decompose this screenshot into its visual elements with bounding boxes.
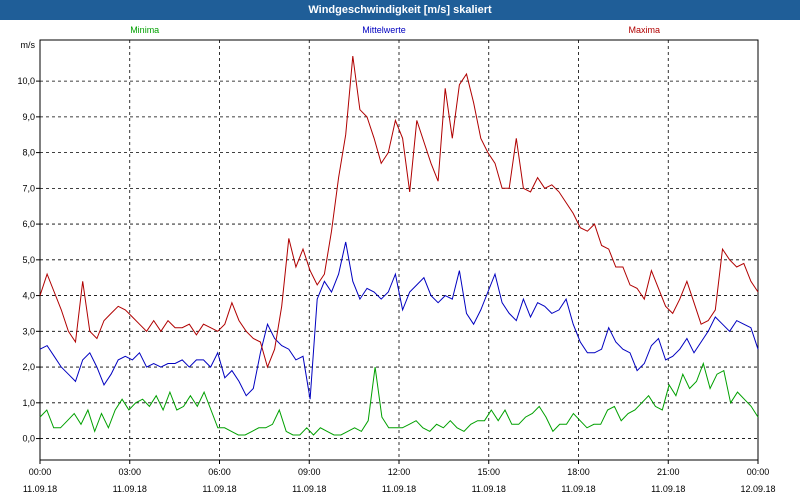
x-tick-time: 15:00 — [477, 467, 500, 477]
series-line-minima — [39, 361, 759, 436]
y-axis-label: m/s — [21, 40, 36, 50]
x-tick-time: 09:00 — [298, 467, 321, 477]
axis-labels: 0,0 1,0 2,0 3,0 4,0 5,0 6,0 7,0 8,0 9,0 10,0 m/s 00:… — [17, 25, 775, 494]
legend-minima: Minima — [130, 25, 159, 35]
chart-title: Windgeschwindigkeit [m/s] skaliert — [0, 0, 800, 20]
x-tick-time: 00:00 — [747, 467, 770, 477]
y-tick-label: 10,0 — [17, 76, 35, 86]
y-tick-label: 0,0 — [22, 434, 35, 444]
line-chart: 0,0 1,0 2,0 3,0 4,0 5,0 6,0 7,0 8,0 9,0 10,0 m/s 00:… — [17, 25, 775, 494]
y-tick-label: 7,0 — [22, 183, 35, 193]
x-tick-date: 11.09.18 — [113, 484, 147, 494]
x-tick-date: 11.09.18 — [23, 484, 57, 494]
x-tick-date: 12.09.18 — [740, 484, 775, 494]
y-tick-label: 6,0 — [22, 219, 35, 229]
x-tick-date: 11.09.18 — [561, 484, 595, 494]
y-tick-label: 1,0 — [22, 398, 35, 408]
legend-maxima: Maxima — [629, 25, 661, 35]
y-tick-label: 8,0 — [22, 148, 35, 158]
legend-mittelwerte: Mittelwerte — [362, 25, 406, 35]
y-tick-label: 3,0 — [22, 326, 35, 336]
x-tick-time: 12:00 — [388, 467, 411, 477]
x-tick-date: 11.09.18 — [651, 484, 685, 494]
series-lines — [39, 56, 759, 436]
y-tick-label: 4,0 — [22, 291, 35, 301]
x-tick-date: 11.09.18 — [472, 484, 506, 494]
x-tick-time: 03:00 — [118, 467, 141, 477]
x-tick-date: 11.09.18 — [292, 484, 326, 494]
x-tick-time: 21:00 — [657, 467, 680, 477]
x-tick-time: 06:00 — [208, 467, 231, 477]
x-tick-time: 00:00 — [29, 467, 52, 477]
x-tick-date: 11.09.18 — [202, 484, 236, 494]
grid — [36, 40, 759, 464]
x-tick-time: 18:00 — [567, 467, 590, 477]
x-tick-date: 11.09.18 — [382, 484, 416, 494]
y-tick-label: 5,0 — [22, 255, 35, 265]
y-tick-label: 2,0 — [22, 362, 35, 372]
series-line-mittelwerte — [39, 241, 759, 400]
y-tick-label: 9,0 — [22, 112, 35, 122]
series-line-maxima — [39, 56, 759, 369]
